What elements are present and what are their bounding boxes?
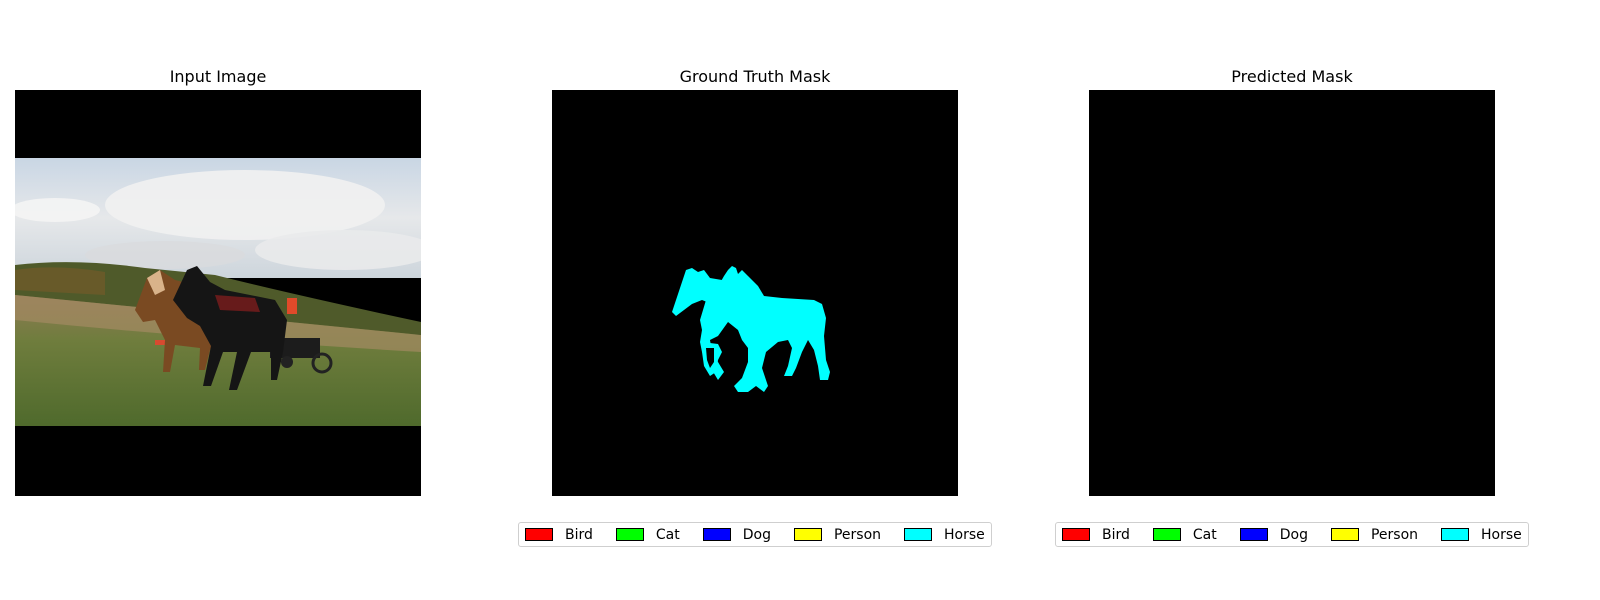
legend-label: Horse: [944, 526, 985, 543]
legend-label: Person: [833, 526, 882, 543]
dog-swatch: [702, 528, 731, 541]
input-image-title: Input Image: [169, 67, 267, 86]
dog-swatch: [1239, 528, 1268, 541]
legend-item-dog: Dog: [702, 526, 771, 543]
ground-truth-mask: [552, 90, 958, 496]
predicted-title: Predicted Mask: [1231, 67, 1353, 86]
person-swatch: [1330, 528, 1359, 541]
ground-truth-legend: Bird Cat Dog Person Horse: [518, 522, 992, 547]
predicted-legend: Bird Cat Dog Person Horse: [1055, 522, 1529, 547]
legend-item-bird: Bird: [1062, 527, 1130, 543]
predicted-mask: [1089, 90, 1495, 496]
legend-item-dog: Dog: [1239, 526, 1308, 543]
legend-label: Person: [1370, 526, 1419, 543]
cat-swatch: [1152, 528, 1181, 541]
legend-label: Dog: [1279, 526, 1308, 543]
legend-item-person: Person: [793, 526, 882, 543]
input-image: [15, 90, 421, 496]
legend-item-bird: Bird: [525, 527, 593, 543]
bird-swatch: [525, 528, 553, 541]
person-swatch: [793, 528, 822, 541]
horse-swatch: [904, 528, 933, 541]
cat-swatch: [615, 528, 644, 541]
bird-swatch: [1062, 528, 1090, 541]
horse-mask-shape: [672, 266, 830, 392]
legend-label: Cat: [1192, 526, 1217, 543]
legend-label: Horse: [1481, 526, 1522, 543]
legend-item-horse: Horse: [1441, 527, 1522, 543]
horse-swatch: [1441, 528, 1470, 541]
legend-label: Bird: [565, 526, 593, 543]
legend-item-horse: Horse: [904, 527, 985, 543]
legend-label: Dog: [742, 526, 771, 543]
legend-item-person: Person: [1330, 526, 1419, 543]
input-photo: [15, 90, 421, 496]
legend-item-cat: Cat: [1152, 526, 1217, 543]
legend-label: Cat: [655, 526, 680, 543]
ground-truth-title: Ground Truth Mask: [679, 67, 831, 86]
legend-item-cat: Cat: [615, 526, 680, 543]
legend-label: Bird: [1102, 526, 1130, 543]
